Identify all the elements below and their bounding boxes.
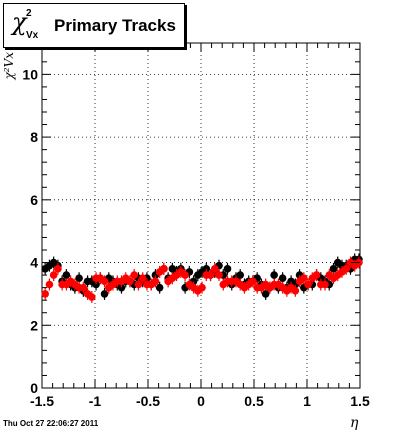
y-tick-label: 6 (30, 192, 38, 208)
data-point-red (88, 293, 96, 301)
data-point-black (117, 283, 126, 292)
data-point-red (210, 265, 219, 273)
y-tick-label: 0 (30, 380, 38, 396)
y-tick-label: 4 (30, 255, 38, 271)
data-point-black (155, 283, 164, 292)
x-tick-label: 1.5 (350, 393, 370, 409)
data-point-red (181, 271, 189, 279)
x-tick-label: 0 (197, 393, 205, 409)
data-point-red (206, 271, 215, 279)
data-point-red (291, 286, 300, 295)
x-tick-label: -0.5 (136, 393, 160, 409)
data-point-red (160, 265, 168, 273)
data-point-black (270, 271, 278, 279)
data-point-red (100, 277, 109, 286)
data-point-black (278, 274, 287, 283)
data-point-red (249, 277, 257, 286)
data-point-red (138, 274, 147, 283)
data-points (41, 253, 363, 304)
data-point-red (126, 277, 134, 286)
data-point-red (312, 271, 321, 279)
title-superscript: 2 (26, 8, 32, 19)
title-box: χ 2 Vx Primary Tracks (3, 3, 185, 48)
data-point-black (329, 265, 338, 273)
data-point-red (49, 271, 58, 279)
data-point-red (342, 265, 351, 273)
x-axis-label: η (350, 415, 359, 431)
data-point-red (321, 280, 329, 289)
title-chi-symbol: χ (12, 8, 27, 36)
data-point-black (223, 265, 232, 273)
y-axis-label: χ²Vx (2, 52, 16, 80)
x-tick-label: -1 (89, 393, 102, 409)
y-tick-label: 8 (30, 129, 38, 145)
data-point-red (54, 265, 62, 273)
data-point-black (100, 290, 109, 298)
data-point-red (151, 277, 160, 286)
data-point-red (45, 280, 54, 289)
x-tick-label: 0.5 (244, 393, 264, 409)
data-point-black (75, 274, 83, 283)
data-point-black (62, 271, 71, 279)
title-subscript: Vx (26, 30, 39, 41)
data-point-black (236, 271, 245, 279)
x-tick-label: 1 (303, 393, 311, 409)
data-point-black (261, 290, 270, 298)
data-point-red (215, 271, 223, 279)
data-point-black (92, 280, 100, 289)
data-point-red (304, 280, 312, 289)
y-tick-label: 10 (22, 66, 38, 82)
data-point-red (41, 290, 49, 298)
y-tick-label: 2 (30, 317, 38, 333)
data-point-red (300, 274, 308, 283)
data-point-red (134, 280, 143, 289)
plot-title: Primary Tracks (54, 16, 176, 35)
data-point-black (202, 265, 211, 273)
grid-lines (42, 43, 360, 388)
data-point-red (79, 283, 88, 292)
data-point-red (198, 283, 206, 292)
timestamp-footer: Thu Oct 27 22:06:27 2011 (3, 419, 99, 428)
tick-labels: -1.5 -1 -0.5 0 0.5 1 1.5 0 2 4 6 8 10 (22, 66, 370, 409)
data-point-red (130, 271, 139, 279)
x-tick-label: -1.5 (30, 393, 54, 409)
